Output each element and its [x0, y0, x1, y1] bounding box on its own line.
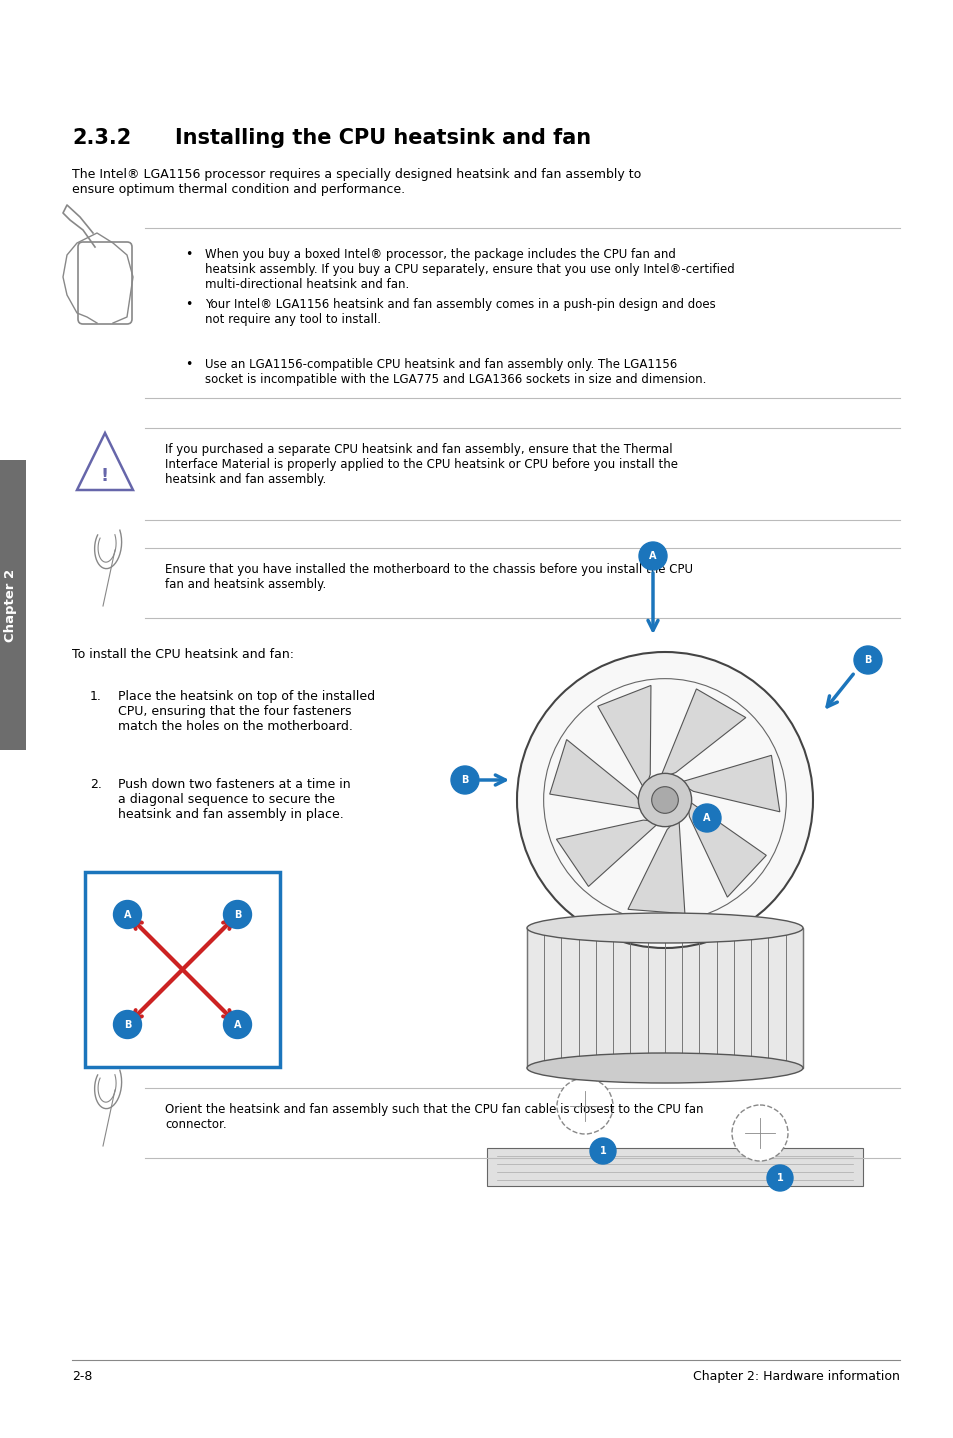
- Text: The Intel® LGA1156 processor requires a specially designed heatsink and fan asse: The Intel® LGA1156 processor requires a …: [71, 168, 640, 196]
- Polygon shape: [77, 433, 132, 490]
- Polygon shape: [598, 686, 650, 791]
- Text: A: A: [124, 909, 132, 919]
- Text: B: B: [124, 1020, 132, 1030]
- Text: B: B: [233, 909, 241, 919]
- Text: Place the heatsink on top of the installed
CPU, ensuring that the four fasteners: Place the heatsink on top of the install…: [118, 690, 375, 733]
- Text: To install the CPU heatsink and fan:: To install the CPU heatsink and fan:: [71, 649, 294, 661]
- Text: Chapter 2: Chapter 2: [5, 568, 17, 641]
- Text: 1: 1: [599, 1146, 606, 1156]
- Polygon shape: [556, 820, 659, 886]
- Polygon shape: [686, 800, 765, 897]
- Text: •: •: [185, 247, 193, 262]
- Polygon shape: [659, 689, 745, 778]
- FancyBboxPatch shape: [526, 928, 802, 1068]
- Text: If you purchased a separate CPU heatsink and fan assembly, ensure that the Therm: If you purchased a separate CPU heatsink…: [165, 443, 678, 486]
- Text: When you buy a boxed Intel® processor, the package includes the CPU fan and
heat: When you buy a boxed Intel® processor, t…: [205, 247, 734, 290]
- Circle shape: [692, 804, 720, 833]
- Circle shape: [589, 1137, 616, 1163]
- Circle shape: [517, 651, 812, 948]
- Polygon shape: [549, 739, 644, 810]
- Text: Your Intel® LGA1156 heatsink and fan assembly comes in a push-pin design and doe: Your Intel® LGA1156 heatsink and fan ass…: [205, 298, 715, 326]
- Text: 2-8: 2-8: [71, 1370, 92, 1383]
- Text: A: A: [702, 812, 710, 823]
- Text: 2.: 2.: [90, 778, 102, 791]
- Text: A: A: [233, 1020, 241, 1030]
- Circle shape: [651, 787, 678, 814]
- Text: Use an LGA1156-compatible CPU heatsink and fan assembly only. The LGA1156
socket: Use an LGA1156-compatible CPU heatsink a…: [205, 358, 705, 385]
- Ellipse shape: [526, 913, 802, 943]
- Circle shape: [223, 1011, 252, 1038]
- FancyBboxPatch shape: [0, 460, 26, 751]
- Circle shape: [113, 900, 141, 929]
- Text: A: A: [649, 551, 656, 561]
- Circle shape: [853, 646, 882, 674]
- Text: •: •: [185, 358, 193, 371]
- Text: Ensure that you have installed the motherboard to the chassis before you install: Ensure that you have installed the mothe…: [165, 564, 692, 591]
- Circle shape: [731, 1104, 787, 1160]
- FancyBboxPatch shape: [486, 1148, 862, 1186]
- Circle shape: [113, 1011, 141, 1038]
- Polygon shape: [679, 755, 779, 812]
- Text: Installing the CPU heatsink and fan: Installing the CPU heatsink and fan: [174, 128, 591, 148]
- Text: Orient the heatsink and fan assembly such that the CPU fan cable is closest to t: Orient the heatsink and fan assembly suc…: [165, 1103, 702, 1132]
- Circle shape: [557, 1078, 613, 1135]
- FancyBboxPatch shape: [85, 871, 280, 1067]
- Text: B: B: [461, 775, 468, 785]
- Text: B: B: [863, 654, 871, 664]
- Polygon shape: [627, 817, 684, 913]
- Circle shape: [451, 766, 478, 794]
- Circle shape: [639, 542, 666, 569]
- Circle shape: [223, 900, 252, 929]
- Text: •: •: [185, 298, 193, 311]
- Text: Chapter 2: Hardware information: Chapter 2: Hardware information: [693, 1370, 899, 1383]
- Circle shape: [638, 774, 691, 827]
- Text: 1: 1: [776, 1173, 782, 1183]
- Text: 2.3.2: 2.3.2: [71, 128, 132, 148]
- Text: Push down two fasteners at a time in
a diagonal sequence to secure the
heatsink : Push down two fasteners at a time in a d…: [118, 778, 351, 821]
- Text: 1.: 1.: [90, 690, 102, 703]
- Text: !: !: [101, 467, 109, 485]
- Circle shape: [766, 1165, 792, 1191]
- Ellipse shape: [526, 1053, 802, 1083]
